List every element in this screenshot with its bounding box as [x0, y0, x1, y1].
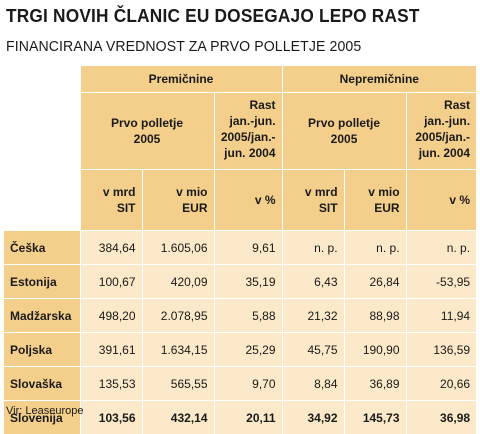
table-cell: 2.078,95 — [142, 299, 214, 333]
table-cell: 190,90 — [344, 333, 406, 367]
period-header-2: Prvo polletje 2005 — [282, 93, 406, 170]
table-cell: 5,88 — [214, 299, 282, 333]
table-cell: 36,89 — [344, 367, 406, 401]
unit-pct-2: v % — [406, 170, 476, 231]
table-cell: n. p. — [406, 231, 476, 265]
table-cell: 100,67 — [80, 265, 142, 299]
growth-header-2: Rast jan.-jun. 2005/jan.- jun. 2004 — [406, 93, 476, 170]
table-cell: -53,95 — [406, 265, 476, 299]
table-cell: 26,84 — [344, 265, 406, 299]
table-cell: 145,73 — [344, 401, 406, 434]
table-cell: 136,59 — [406, 333, 476, 367]
table-cell: 25,29 — [214, 333, 282, 367]
table-cell: 8,84 — [282, 367, 344, 401]
table-cell: 34,92 — [282, 401, 344, 434]
table-cell: 9,70 — [214, 367, 282, 401]
country-name: Estonija — [4, 265, 80, 299]
infographic-subtitle: FINANCIRANA VREDNOST ZA PRVO POLLETJE 20… — [6, 38, 361, 55]
table-cell: n. p. — [282, 231, 344, 265]
growth-header: Rast jan.-jun. 2005/jan.- jun. 2004 — [214, 93, 282, 170]
period-header: Prvo polletje 2005 — [80, 93, 214, 170]
table-cell: 88,98 — [344, 299, 406, 333]
table-cell: 1.605,06 — [142, 231, 214, 265]
table-cell: 420,09 — [142, 265, 214, 299]
subheader-row: Prvo polletje 2005 Rast jan.-jun. 2005/j… — [4, 93, 476, 170]
table-cell: 498,20 — [80, 299, 142, 333]
source-note: Vir: Leaseurope — [6, 405, 83, 417]
table-cell: 135,53 — [80, 367, 142, 401]
table-cell: 1.634,15 — [142, 333, 214, 367]
infographic-title: TRGI NOVIH ČLANIC EU DOSEGAJO LEPO RAST — [6, 6, 420, 27]
table-cell: 565,55 — [142, 367, 214, 401]
country-name: Poljska — [4, 333, 80, 367]
table-cell: 391,61 — [80, 333, 142, 367]
table-cell: 11,94 — [406, 299, 476, 333]
table-cell: 9,61 — [214, 231, 282, 265]
leasing-table: Premičnine Nepremičnine Prvo polletje 20… — [4, 66, 476, 434]
country-name: Slovaška — [4, 367, 80, 401]
group-header-row: Premičnine Nepremičnine — [4, 66, 476, 93]
table-cell: 20,11 — [214, 401, 282, 434]
table-cell: 45,75 — [282, 333, 344, 367]
table-cell: 35,19 — [214, 265, 282, 299]
table-cell: 6,43 — [282, 265, 344, 299]
table-cell: 384,64 — [80, 231, 142, 265]
country-name: Madžarska — [4, 299, 80, 333]
group-movable: Premičnine — [80, 66, 282, 93]
table-cell: 21,32 — [282, 299, 344, 333]
country-name: Češka — [4, 231, 80, 265]
unit-pct: v % — [214, 170, 282, 231]
group-immovable: Nepremičnine — [282, 66, 476, 93]
table-cell: 20,66 — [406, 367, 476, 401]
table-cell: 432,14 — [142, 401, 214, 434]
table-cell: 36,98 — [406, 401, 476, 434]
table-cell: n. p. — [344, 231, 406, 265]
table-cell: 103,56 — [80, 401, 142, 434]
